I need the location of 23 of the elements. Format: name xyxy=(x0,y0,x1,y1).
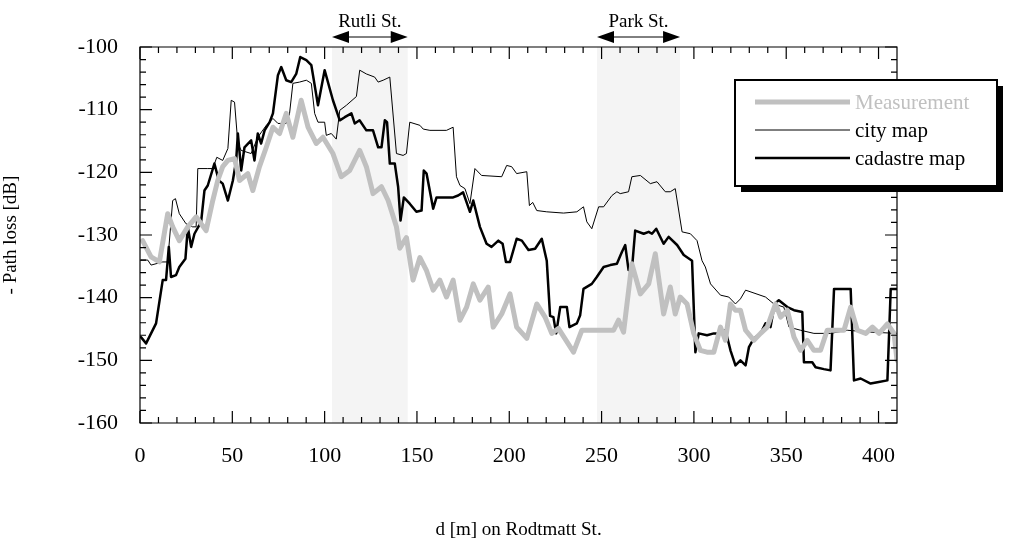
x-tick-label: 250 xyxy=(585,441,619,467)
x-tick-label: 100 xyxy=(308,441,342,467)
x-tick-label: 0 xyxy=(134,441,146,467)
band-label: Park St. xyxy=(608,10,669,31)
y-tick-label: -140 xyxy=(77,283,118,309)
y-tick-label: -110 xyxy=(78,95,118,121)
legend-label: Measurement xyxy=(855,89,970,114)
x-tick-label: 150 xyxy=(400,441,434,467)
y-tick-label: -120 xyxy=(77,158,118,184)
x-tick-label: 400 xyxy=(862,441,896,467)
legend-label: city map xyxy=(855,117,928,142)
x-axis-title: d [m] on Rodtmatt St. xyxy=(435,517,602,539)
x-tick-label: 50 xyxy=(221,441,244,467)
legend-label: cadastre map xyxy=(855,145,966,170)
x-tick-label: 200 xyxy=(492,441,526,467)
y-tick-label: -130 xyxy=(77,220,118,246)
y-tick-label: -100 xyxy=(77,32,118,58)
x-tick-label: 300 xyxy=(677,441,711,467)
y-axis-title: - Path loss [dB] xyxy=(0,175,21,295)
x-tick-label: 350 xyxy=(769,441,803,467)
y-tick-label: -150 xyxy=(77,346,118,372)
y-tick-label: -160 xyxy=(77,408,118,434)
band-label: Rutli St. xyxy=(338,10,402,31)
